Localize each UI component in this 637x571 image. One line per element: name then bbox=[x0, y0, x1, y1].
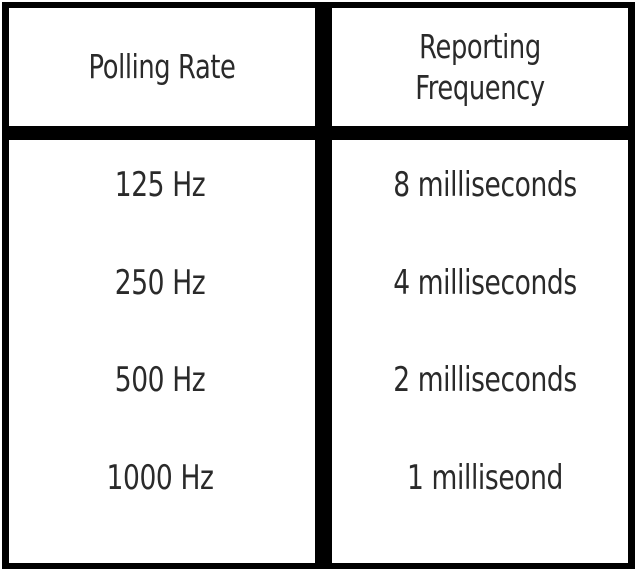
cell-polling-rate-row3: 500 Hz bbox=[114, 360, 206, 400]
header-reporting-frequency-line2: Frequency bbox=[415, 68, 545, 107]
cell-reporting-frequency-row1: 8 milliseconds bbox=[393, 165, 577, 205]
cell-polling-rate-row2: 250 Hz bbox=[114, 263, 206, 303]
header-polling-rate-label: Polling Rate bbox=[88, 47, 236, 87]
cell-polling-rate-row4: 1000 Hz bbox=[106, 458, 214, 498]
cell-polling-rate-row1: 125 Hz bbox=[114, 165, 206, 205]
header-reporting-frequency: Reporting Frequency bbox=[365, 8, 596, 126]
table-border-left bbox=[2, 2, 9, 569]
cell-reporting-frequency-row3: 2 milliseconds bbox=[393, 360, 577, 400]
cell-reporting-frequency-row2: 4 milliseconds bbox=[393, 263, 577, 303]
header-reporting-frequency-line1: Reporting bbox=[419, 26, 541, 66]
table-border-right bbox=[628, 2, 635, 569]
cell-reporting-frequency-row4: 1 milliseond bbox=[407, 458, 563, 498]
column-separator bbox=[315, 2, 332, 569]
header-polling-rate: Polling Rate bbox=[43, 8, 282, 126]
